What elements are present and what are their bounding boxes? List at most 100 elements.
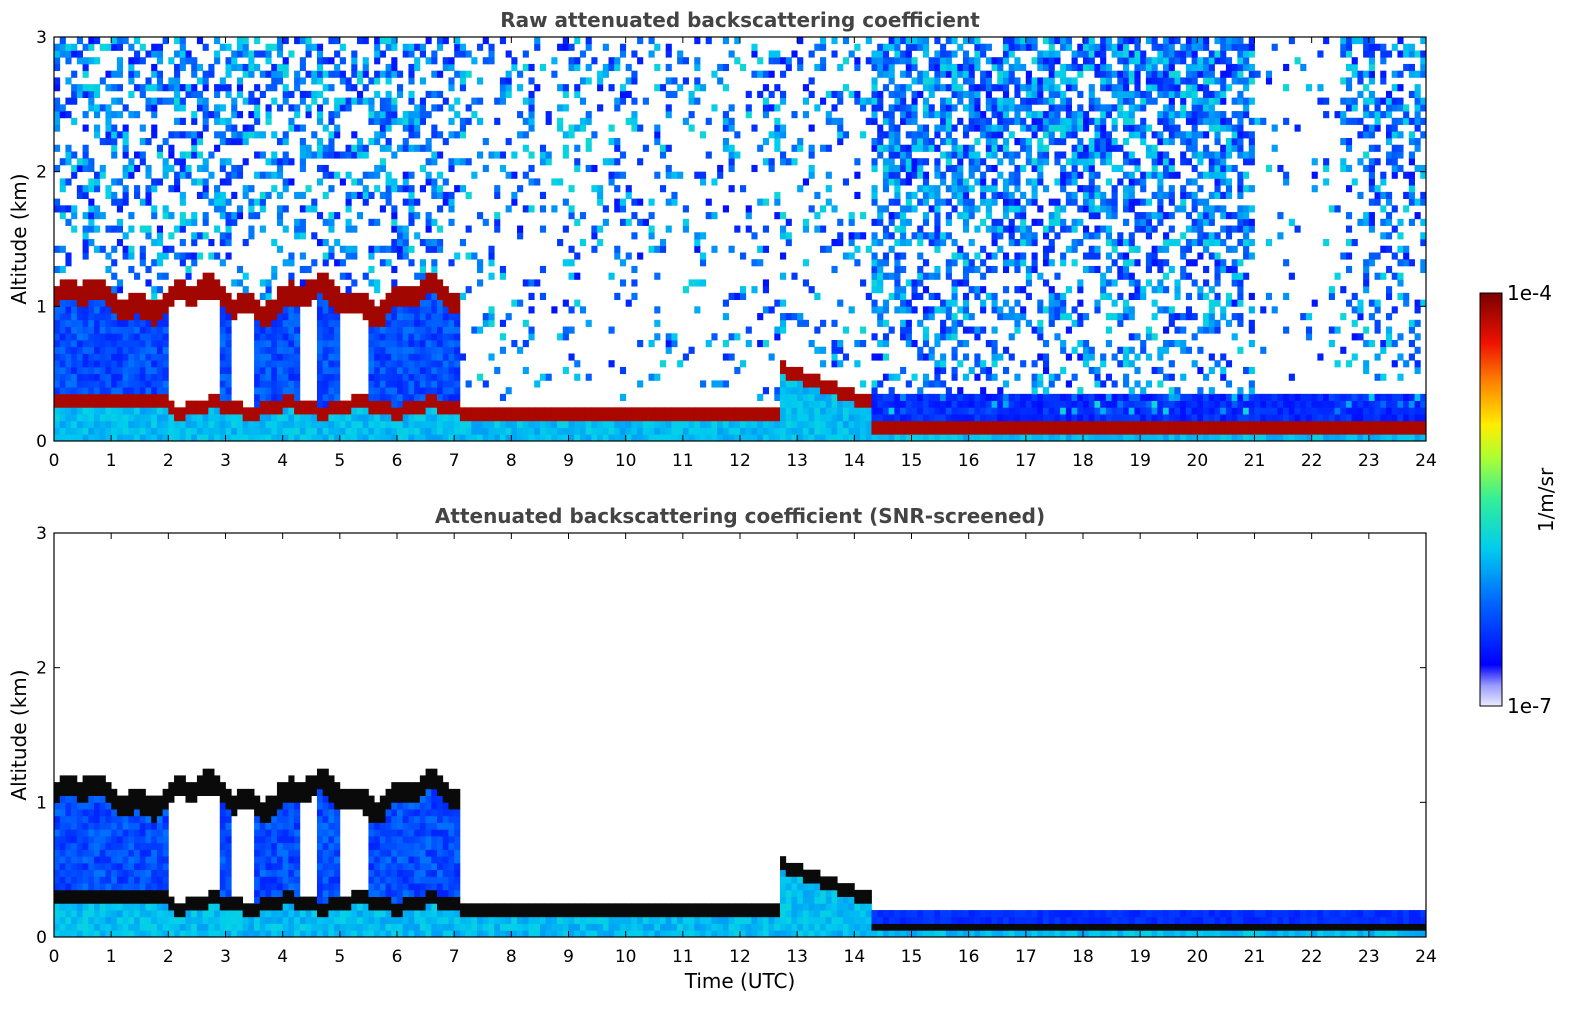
heatmap-cell (374, 279, 381, 287)
heatmap-cell (316, 427, 324, 435)
heatmap-cell (145, 340, 152, 348)
heatmap-cell (374, 340, 381, 348)
heatmap-cell (151, 387, 158, 395)
heatmap-cell (928, 313, 935, 321)
heatmap-cell (437, 333, 444, 341)
heatmap-cell (265, 286, 272, 294)
heatmap-cell (688, 420, 695, 428)
heatmap-cell (922, 400, 930, 408)
heatmap-cell (1048, 259, 1055, 267)
heatmap-cell (282, 407, 289, 415)
heatmap-cell (225, 43, 232, 51)
heatmap-cell (59, 380, 66, 388)
heatmap-cell (88, 292, 95, 300)
heatmap-cell (299, 90, 306, 98)
heatmap-cell (865, 117, 872, 125)
heatmap-cell (1025, 151, 1032, 159)
heatmap-cell (608, 84, 615, 92)
heatmap-cell (311, 259, 318, 267)
heatmap-cell (162, 245, 169, 253)
heatmap-cell (1094, 306, 1101, 314)
heatmap-cell (951, 185, 958, 193)
heatmap-cell (111, 97, 118, 105)
heatmap-cell (968, 286, 975, 294)
heatmap-cell (745, 427, 752, 435)
heatmap-cell (1054, 420, 1061, 428)
heatmap-cell (562, 326, 569, 334)
heatmap-cell (139, 252, 146, 260)
heatmap-cell (156, 252, 164, 260)
heatmap-cell (419, 326, 426, 334)
heatmap-cell (957, 427, 964, 435)
heatmap-cell (837, 63, 844, 72)
heatmap-cell (351, 245, 358, 253)
heatmap-cell (254, 427, 261, 435)
heatmap-cell (408, 191, 415, 199)
heatmap-cell (191, 218, 198, 226)
heatmap-cell (900, 434, 907, 442)
heatmap-cell (179, 218, 186, 226)
heatmap-cell (900, 306, 907, 314)
heatmap-cell (71, 340, 78, 348)
heatmap-cell (202, 407, 209, 415)
heatmap-cell (945, 393, 952, 401)
heatmap-cell (940, 353, 947, 361)
heatmap-cell (402, 373, 409, 381)
heatmap-cell (414, 333, 421, 341)
heatmap-cell (134, 191, 141, 199)
heatmap-cell (814, 420, 821, 428)
heatmap-cell (922, 178, 930, 186)
heatmap-cell (105, 104, 112, 112)
heatmap-cell (145, 380, 152, 388)
heatmap-cell (88, 43, 95, 51)
heatmap-cell (385, 43, 392, 51)
heatmap-cell (711, 407, 718, 415)
heatmap-cell (1037, 319, 1044, 327)
heatmap-cell (362, 57, 369, 65)
heatmap-cell (785, 239, 792, 247)
heatmap-cell (225, 84, 232, 92)
heatmap-cell (1105, 265, 1112, 274)
heatmap-cell (762, 138, 769, 146)
heatmap-cell (1037, 427, 1044, 435)
heatmap-cell (54, 111, 61, 119)
heatmap-cell (351, 400, 358, 408)
heatmap-cell (259, 50, 266, 58)
heatmap-cell (94, 205, 101, 213)
heatmap-cell (671, 191, 678, 199)
heatmap-cell (785, 232, 792, 240)
heatmap-cell (168, 434, 175, 442)
heatmap-cell (917, 131, 924, 139)
heatmap-cell (168, 427, 175, 435)
heatmap-cell (1088, 407, 1095, 415)
heatmap-cell (865, 420, 872, 428)
heatmap-cell (156, 178, 164, 186)
heatmap-cell (111, 198, 118, 206)
heatmap-cell (1077, 43, 1084, 51)
heatmap-cell (648, 37, 655, 45)
heatmap-cell (385, 299, 392, 307)
heatmap-cell (219, 366, 226, 375)
heatmap-cell (1042, 37, 1050, 45)
heatmap-cell (76, 90, 83, 98)
heatmap-cell (957, 144, 964, 152)
heatmap-cell (99, 434, 106, 442)
heatmap-cell (322, 191, 329, 199)
heatmap-cell (179, 420, 186, 428)
heatmap-cell (328, 400, 335, 408)
heatmap-cell (196, 292, 204, 300)
heatmap-cell (356, 434, 364, 442)
heatmap-cell (116, 131, 123, 139)
heatmap-cell (1060, 306, 1067, 314)
heatmap-cell (265, 319, 272, 327)
heatmap-cell (922, 191, 930, 199)
heatmap-cell (1100, 111, 1107, 119)
heatmap-cell (431, 218, 438, 226)
heatmap-cell (985, 340, 992, 348)
heatmap-cell (448, 218, 455, 226)
heatmap-cell (328, 117, 335, 125)
heatmap-cell (408, 43, 415, 51)
heatmap-cell (1088, 198, 1095, 206)
heatmap-cell (179, 191, 186, 199)
heatmap-cell (54, 286, 61, 294)
